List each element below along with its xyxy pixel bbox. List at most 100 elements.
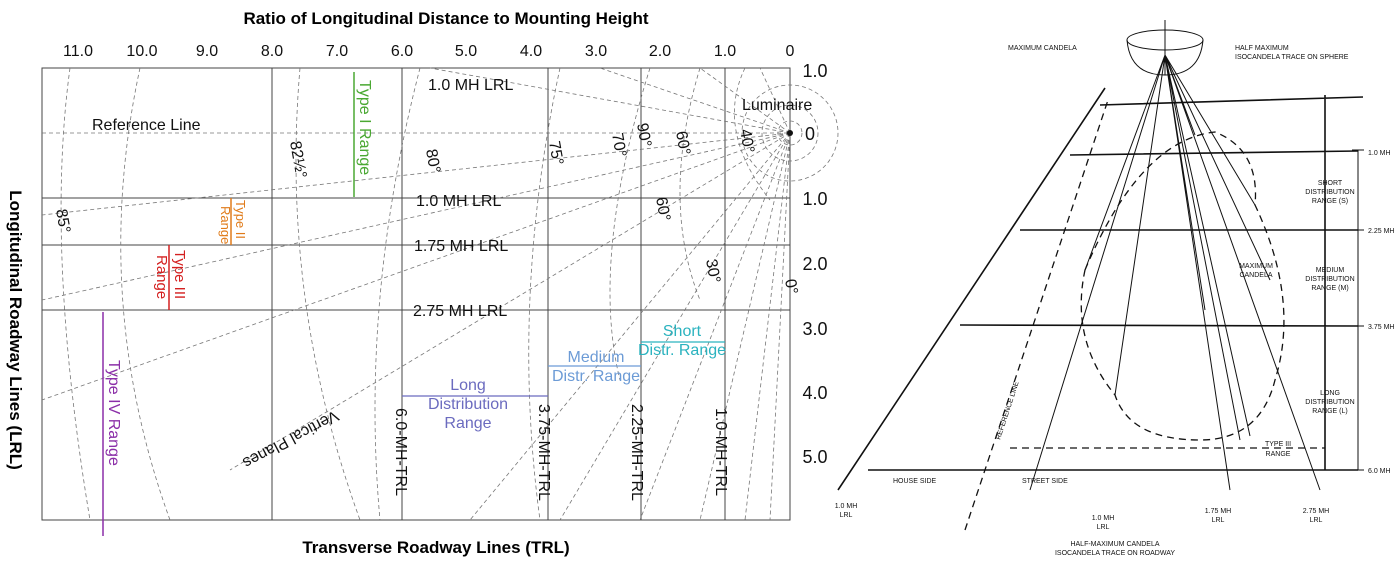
- left-diagram: Ratio of Longitudinal Distance to Mounti…: [6, 9, 839, 557]
- right-label: REFERENCE LINE: [995, 380, 1021, 440]
- y-label: 5.0: [802, 447, 827, 467]
- angle-label: 60°: [672, 130, 693, 157]
- distr-range: Distribution: [428, 396, 508, 413]
- right-label: DISTRIBUTION: [1305, 189, 1354, 196]
- right-labels: MAXIMUM CANDELA HALF MAXIMUM ISOCANDELA …: [835, 45, 1395, 557]
- type-ranges: Type I Range Type II Range Type III Rang…: [102, 72, 373, 536]
- x-label: 7.0: [326, 43, 348, 60]
- right-label: LRL: [1097, 524, 1110, 531]
- distr-range: Distr. Range: [552, 368, 640, 385]
- right-label: LRL: [1310, 517, 1323, 524]
- right-label: 1.0 MH: [835, 503, 858, 510]
- distr-range: Medium: [568, 349, 625, 366]
- trl-label: 2.25-MH-TRL: [628, 404, 645, 501]
- y-axis-title: Longitudinal Roadway Lines (LRL): [6, 190, 25, 470]
- angle-label: 40°: [736, 128, 757, 155]
- angle-label: 90°: [633, 122, 654, 149]
- vertical-planes: Vertical Planes: [240, 406, 341, 471]
- y-label: 1.0: [802, 189, 827, 209]
- right-label: 6.0 MH: [1368, 468, 1391, 475]
- line-label: 1.0 MH LRL: [428, 77, 513, 94]
- y-label: 4.0: [802, 383, 827, 403]
- trl-label: 1.0-MH-TRL: [712, 408, 729, 496]
- right-label: CANDELA: [1239, 272, 1272, 279]
- line-labels: 1.0 MH LRL Reference Line Luminaire 1.0 …: [92, 77, 812, 320]
- distr-range: Long: [450, 377, 486, 394]
- right-label: HALF MAXIMUM: [1235, 45, 1289, 52]
- right-label: RANGE (S): [1312, 198, 1348, 205]
- right-label: RANGE (M): [1311, 285, 1348, 292]
- angle-label: 0°: [781, 278, 800, 296]
- type-range: Type III: [171, 250, 188, 299]
- line-label: 2.75 MH LRL: [413, 303, 507, 320]
- type-range: Range: [153, 255, 170, 299]
- line-label: Luminaire: [742, 97, 812, 114]
- angle-label: 85°: [52, 208, 73, 235]
- type-range: Range: [218, 206, 233, 244]
- line-label: Reference Line: [92, 117, 201, 134]
- type-range: Type IV Range: [105, 360, 122, 466]
- plot-frame: [41, 67, 791, 521]
- y-label: 1.0: [802, 61, 827, 81]
- right-label: DISTRIBUTION: [1305, 399, 1354, 406]
- angle-label: 75°: [545, 140, 566, 167]
- line-label: 1.0 MH LRL: [416, 193, 501, 210]
- x-labels: 11.0 10.0 9.0 8.0 7.0 6.0 5.0 4.0 3.0 2.0 1.0 0: [63, 43, 795, 60]
- x-label: 9.0: [196, 43, 218, 60]
- y-label: 3.0: [802, 319, 827, 339]
- right-label: 1.75 MH: [1205, 508, 1231, 515]
- right-label: 1.0 MH: [1368, 150, 1391, 157]
- right-label: ISOCANDELA TRACE ON ROADWAY: [1055, 550, 1175, 557]
- right-label: 1.0 MH: [1092, 515, 1115, 522]
- trl-labels: 6.0-MH-TRL 3.75-MH-TRL 2.25-MH-TRL 1.0-M…: [392, 404, 729, 501]
- right-label: ISOCANDELA TRACE ON SPHERE: [1235, 54, 1349, 61]
- right-label: TYPE III: [1265, 441, 1291, 448]
- angle-label: 30°: [702, 258, 723, 285]
- distr-range: Short: [663, 323, 702, 340]
- right-label: SHORT: [1318, 180, 1343, 187]
- right-label: LRL: [840, 512, 853, 519]
- angle-label: 60°: [652, 196, 673, 223]
- right-label: HALF-MAXIMUM CANDELA: [1070, 541, 1159, 548]
- x-label: 2.0: [649, 43, 671, 60]
- right-label: RANGE: [1266, 451, 1291, 458]
- distr-range: Range: [444, 415, 491, 432]
- x-label: 4.0: [520, 43, 542, 60]
- line-label: 1.75 MH LRL: [414, 238, 508, 255]
- distr-range: Distr. Range: [638, 342, 726, 359]
- x-label: 0: [786, 43, 795, 60]
- angle-labels: 85° 82½° 80° 75° 70° 90° 60° 40° 60° 30°…: [52, 122, 800, 296]
- angle-label: 82½°: [286, 140, 309, 180]
- right-label: DISTRIBUTION: [1305, 276, 1354, 283]
- x-label: 10.0: [126, 43, 157, 60]
- y-labels: 1.0 0 1.0 2.0 3.0 4.0 5.0: [802, 61, 827, 467]
- x-label: 5.0: [455, 43, 477, 60]
- right-diagram: MAXIMUM CANDELA HALF MAXIMUM ISOCANDELA …: [835, 20, 1395, 557]
- right-label: LRL: [1212, 517, 1225, 524]
- trl-label: 6.0-MH-TRL: [392, 408, 409, 496]
- y-label: 2.0: [802, 254, 827, 274]
- x-axis-title: Transverse Roadway Lines (TRL): [302, 538, 569, 557]
- x-label: 8.0: [261, 43, 283, 60]
- right-label: MAXIMUM: [1239, 263, 1273, 270]
- right-label: RANGE (L): [1312, 408, 1347, 415]
- type-range: Type II: [233, 200, 248, 239]
- right-label: STREET SIDE: [1022, 478, 1068, 485]
- distr-ranges: Short Distr. Range Medium Distr. Range L…: [402, 323, 726, 432]
- right-label: 2.75 MH: [1303, 508, 1329, 515]
- right-label: HOUSE SIDE: [893, 478, 937, 485]
- y-label: 0: [805, 124, 815, 144]
- trl-label: 3.75-MH-TRL: [535, 404, 552, 501]
- angle-label: 70°: [608, 132, 629, 159]
- x-label: 6.0: [391, 43, 413, 60]
- type-range: Type I Range: [356, 80, 373, 175]
- right-label: LONG: [1320, 390, 1340, 397]
- angle-label: 80°: [422, 148, 443, 175]
- x-label: 3.0: [585, 43, 607, 60]
- right-label: 2.25 MH: [1368, 228, 1394, 235]
- x-label: 11.0: [63, 43, 93, 60]
- title: Ratio of Longitudinal Distance to Mounti…: [243, 9, 648, 28]
- luminaire: [787, 130, 793, 136]
- right-label: MEDIUM: [1316, 267, 1345, 274]
